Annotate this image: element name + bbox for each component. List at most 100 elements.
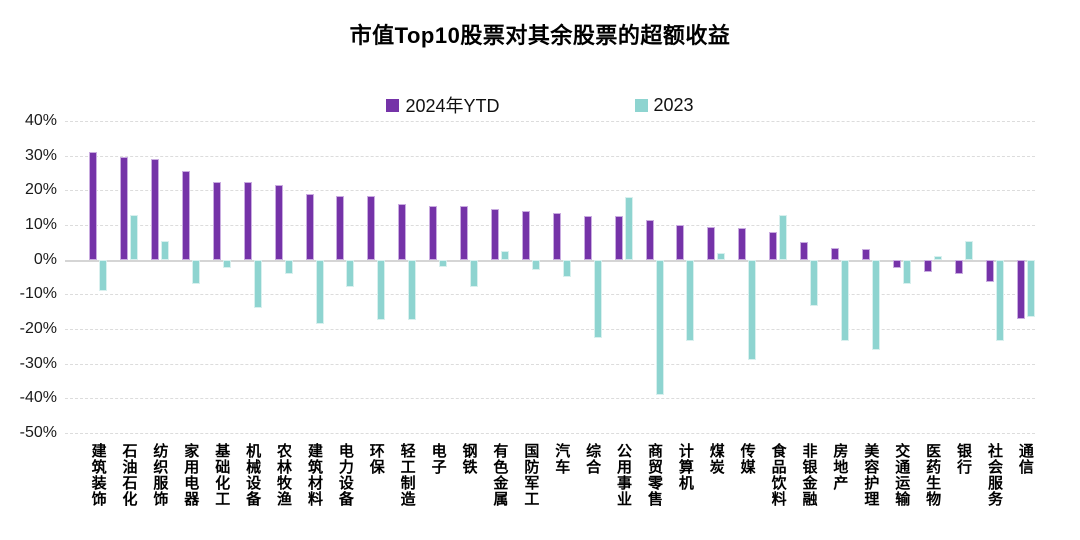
gridline	[65, 398, 1035, 400]
gridline	[65, 433, 1035, 434]
bar-2023	[562, 259, 571, 277]
bar-2024ytd	[954, 259, 963, 274]
x-axis-label: 电力设备	[336, 443, 354, 507]
x-axis: 建筑装饰 石油石化 纺织服饰 家用电器 基础化工 机械设备 农林牧渔 建筑材料 电力设备 环保 轻工…	[0, 443, 1080, 540]
y-axis-tick-label: -10%	[19, 285, 57, 303]
legend-item-2024ytd: 2024年YTD	[386, 92, 500, 118]
bar-2024ytd	[676, 225, 685, 260]
bar-2024ytd	[614, 216, 623, 260]
bar-2024ytd	[831, 247, 840, 260]
bar-2024ytd	[583, 216, 592, 260]
bar-2023	[470, 259, 479, 288]
bar-2023	[779, 214, 788, 260]
x-axis-label: 公用事业	[615, 443, 633, 507]
y-axis: 40% 30% 20% 10% 0% -10% -20% -30% -40% -50%	[0, 112, 57, 441]
x-axis-label: 纺织服饰	[151, 443, 169, 507]
x-axis-label: 食品饮料	[769, 443, 787, 507]
y-axis-tick-label: -50%	[19, 424, 57, 441]
bar-2024ytd	[738, 228, 747, 260]
bar-2023	[810, 259, 819, 307]
bar-2024ytd	[707, 226, 716, 260]
x-axis-label: 建筑装饰	[89, 443, 107, 507]
bar-2023	[902, 259, 911, 284]
bar-2024ytd	[491, 209, 500, 260]
bar-2024ytd	[861, 249, 870, 260]
zero-line	[65, 259, 1035, 262]
x-axis-label: 计算机	[676, 443, 694, 491]
x-axis-label: 综合	[584, 443, 602, 475]
bar-2024ytd	[645, 219, 654, 260]
legend-swatch-2024ytd-icon	[386, 98, 400, 112]
bar-2023	[99, 259, 108, 291]
gridline	[65, 294, 1035, 296]
x-axis-label: 电子	[429, 443, 447, 475]
bar-2024ytd	[460, 205, 469, 260]
bar-2024ytd	[1016, 259, 1025, 319]
bar-2024ytd	[552, 212, 561, 260]
bar-2023	[686, 259, 695, 342]
gridline	[65, 329, 1035, 330]
x-axis-label: 社会服务	[985, 443, 1003, 507]
gridline	[65, 190, 1035, 192]
bar-2023	[408, 259, 417, 321]
bar-2023	[748, 259, 757, 361]
bar-2023	[871, 259, 880, 350]
x-axis-label: 国防军工	[522, 443, 540, 507]
gridline	[65, 225, 1035, 226]
bar-2023	[161, 240, 170, 260]
bar-2023	[439, 259, 448, 267]
bar-2024ytd	[212, 181, 221, 260]
bar-2024ytd	[985, 259, 994, 283]
bar-2024ytd	[521, 211, 530, 260]
bar-2024ytd	[398, 204, 407, 260]
y-axis-tick-label: 10%	[24, 216, 57, 233]
x-axis-label: 汽车	[553, 443, 571, 475]
bar-2023	[964, 240, 973, 260]
y-axis-tick-label: 20%	[24, 181, 57, 199]
bar-2023	[222, 259, 231, 269]
x-axis-label: 通信	[1016, 443, 1034, 475]
bar-2023	[346, 259, 355, 288]
bar-2024ytd	[120, 157, 129, 260]
bar-2024ytd	[429, 205, 438, 260]
x-axis-label: 美容护理	[862, 443, 880, 507]
y-axis-tick-label: 0%	[33, 250, 57, 268]
bar-2023	[933, 256, 942, 260]
x-axis-label: 交通运输	[893, 443, 911, 507]
gridline	[65, 121, 1035, 122]
bar-2024ytd	[769, 231, 778, 260]
bar-2024ytd	[336, 195, 345, 260]
legend: 2024年YTD 2023	[0, 92, 1080, 118]
x-axis-label: 银行	[955, 443, 973, 475]
y-axis-tick-label: 30%	[24, 146, 57, 164]
bar-2023	[531, 259, 540, 271]
legend-item-2023: 2023	[634, 95, 694, 116]
bar-2023	[1026, 259, 1035, 317]
bar-2024ytd	[892, 259, 901, 269]
y-axis-tick-label: 40%	[24, 112, 57, 129]
chart-title: 市值Top10股票对其余股票的超额收益	[349, 23, 731, 48]
x-axis-label: 农林牧渔	[275, 443, 293, 507]
bar-2023	[315, 259, 324, 324]
bar-2023	[841, 259, 850, 342]
x-axis-label: 非银金融	[800, 443, 818, 507]
bar-2023	[377, 259, 386, 321]
x-axis-label: 房地产	[831, 443, 849, 491]
bar-2024ytd	[367, 195, 376, 260]
x-axis-label: 煤炭	[707, 443, 725, 475]
x-axis-label: 石油石化	[120, 443, 138, 507]
bar-2023	[995, 259, 1004, 342]
x-axis-label: 传媒	[738, 443, 756, 475]
gridline	[65, 155, 1035, 157]
bar-2023	[284, 259, 293, 274]
y-axis-tick-label: -40%	[19, 389, 57, 407]
bar-2024ytd	[923, 259, 932, 272]
bar-2024ytd	[151, 159, 160, 260]
bar-2023	[717, 252, 726, 260]
bar-2024ytd	[181, 171, 190, 260]
x-axis-label: 机械设备	[244, 443, 262, 507]
x-axis-label: 环保	[367, 443, 385, 475]
x-axis-label: 轻工制造	[398, 443, 416, 507]
bar-2023	[191, 259, 200, 284]
